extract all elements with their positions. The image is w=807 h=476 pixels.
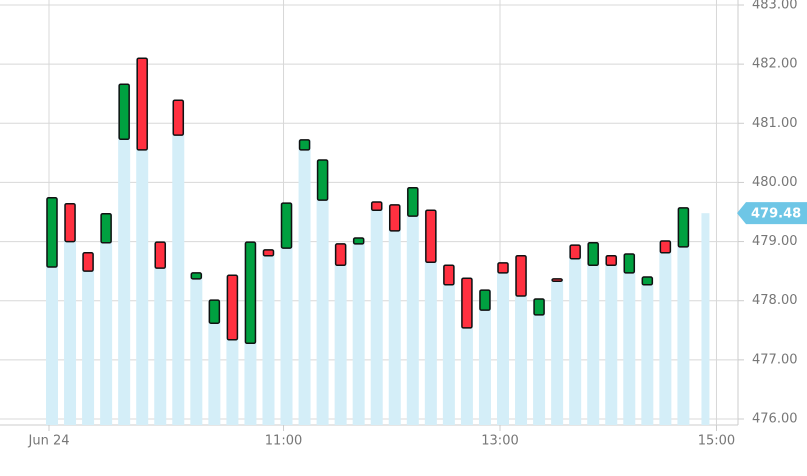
candle-body (443, 264, 455, 286)
y-tick-label: 476.00 (752, 412, 798, 427)
candle-body (605, 255, 617, 266)
candle-body (244, 241, 257, 345)
candle-body (461, 277, 473, 329)
candle-body (659, 240, 672, 254)
column (208, 300, 221, 425)
column (587, 242, 600, 425)
candle-body (316, 159, 329, 201)
candle-body (533, 298, 545, 316)
candle-body (641, 276, 654, 286)
candle-body (190, 272, 203, 280)
candle-body (46, 197, 58, 268)
column (298, 139, 311, 426)
column (64, 203, 77, 425)
candle-body (64, 202, 76, 243)
column (442, 265, 455, 425)
y-tick-label: 480.00 (752, 175, 798, 190)
candle-body (208, 299, 221, 324)
column (370, 201, 383, 425)
candle-body (280, 202, 293, 249)
column (551, 278, 564, 425)
candle-body (154, 241, 166, 269)
x-tick-label: 11:00 (265, 434, 302, 449)
candle-body (479, 289, 491, 311)
column (641, 277, 654, 425)
column (497, 262, 509, 425)
column (388, 204, 401, 425)
column (82, 252, 95, 425)
candle-body (226, 274, 239, 341)
column (172, 100, 185, 425)
y-tick-label: 479.00 (752, 234, 798, 249)
candle-body (515, 255, 527, 297)
column (352, 238, 365, 425)
candle-body (352, 237, 365, 245)
column (533, 298, 546, 425)
column (605, 255, 618, 425)
candle-body (370, 201, 383, 211)
candle-body (334, 243, 347, 266)
candle-body (100, 213, 112, 244)
column (190, 272, 203, 425)
candle-body (118, 83, 130, 141)
column (406, 187, 419, 425)
column (334, 243, 347, 425)
price-label: 479.48 (751, 207, 801, 222)
column (659, 240, 672, 425)
y-tick-label: 481.00 (752, 116, 798, 131)
y-tick-label: 482.00 (752, 57, 798, 72)
candle-body (298, 139, 311, 151)
column (280, 203, 293, 425)
column (623, 253, 636, 425)
candle-body (497, 262, 509, 274)
candle-body (136, 57, 148, 151)
y-tick-label: 483.00 (752, 0, 798, 13)
candle-body (677, 207, 690, 248)
column (154, 242, 167, 425)
column (100, 213, 113, 425)
candle-body (389, 204, 401, 232)
column (677, 207, 690, 425)
candle-body (262, 249, 275, 257)
column (262, 249, 275, 425)
column (701, 213, 710, 425)
y-tick-label: 477.00 (752, 352, 798, 367)
candle-body (407, 187, 419, 217)
x-tick-label: Jun 24 (28, 434, 70, 449)
candle-body (623, 253, 636, 274)
candle-body (82, 252, 94, 272)
candle-body (425, 209, 437, 264)
column (478, 290, 491, 425)
column (424, 210, 437, 425)
x-tick-label: 13:00 (481, 434, 518, 449)
y-tick-label: 478.00 (752, 293, 798, 308)
column (569, 245, 582, 425)
price-badge (737, 202, 807, 225)
column (515, 255, 528, 425)
candle-body (172, 99, 185, 136)
x-tick-label: 15:00 (698, 434, 735, 449)
candle-body (569, 244, 581, 260)
candle-body (551, 278, 563, 282)
candle-body (587, 242, 599, 266)
column (316, 159, 329, 425)
column (118, 84, 131, 425)
